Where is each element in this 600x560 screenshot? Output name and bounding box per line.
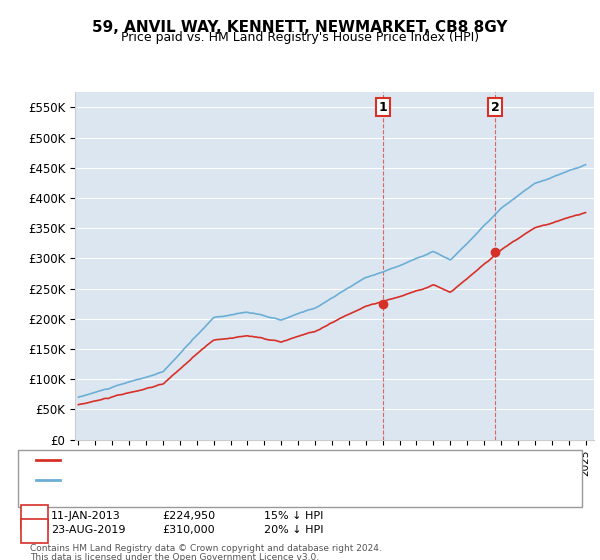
Text: 23-AUG-2019: 23-AUG-2019 — [51, 525, 125, 535]
Text: 59, ANVIL WAY, KENNETT, NEWMARKET, CB8 8GY: 59, ANVIL WAY, KENNETT, NEWMARKET, CB8 8… — [92, 20, 508, 35]
Text: £224,950: £224,950 — [162, 511, 215, 521]
Text: £310,000: £310,000 — [162, 525, 215, 535]
Text: 1: 1 — [379, 101, 388, 114]
Text: 1: 1 — [31, 511, 38, 521]
Text: Price paid vs. HM Land Registry's House Price Index (HPI): Price paid vs. HM Land Registry's House … — [121, 31, 479, 44]
Text: 20% ↓ HPI: 20% ↓ HPI — [264, 525, 323, 535]
Text: 2: 2 — [31, 525, 38, 535]
Text: 11-JAN-2013: 11-JAN-2013 — [51, 511, 121, 521]
Text: Contains HM Land Registry data © Crown copyright and database right 2024.: Contains HM Land Registry data © Crown c… — [30, 544, 382, 553]
Text: HPI: Average price, detached house, West Suffolk: HPI: Average price, detached house, West… — [69, 475, 327, 485]
Text: This data is licensed under the Open Government Licence v3.0.: This data is licensed under the Open Gov… — [30, 553, 319, 560]
Text: 2: 2 — [491, 101, 499, 114]
Text: 15% ↓ HPI: 15% ↓ HPI — [264, 511, 323, 521]
Text: 59, ANVIL WAY, KENNETT, NEWMARKET, CB8 8GY (detached house): 59, ANVIL WAY, KENNETT, NEWMARKET, CB8 8… — [69, 455, 419, 465]
